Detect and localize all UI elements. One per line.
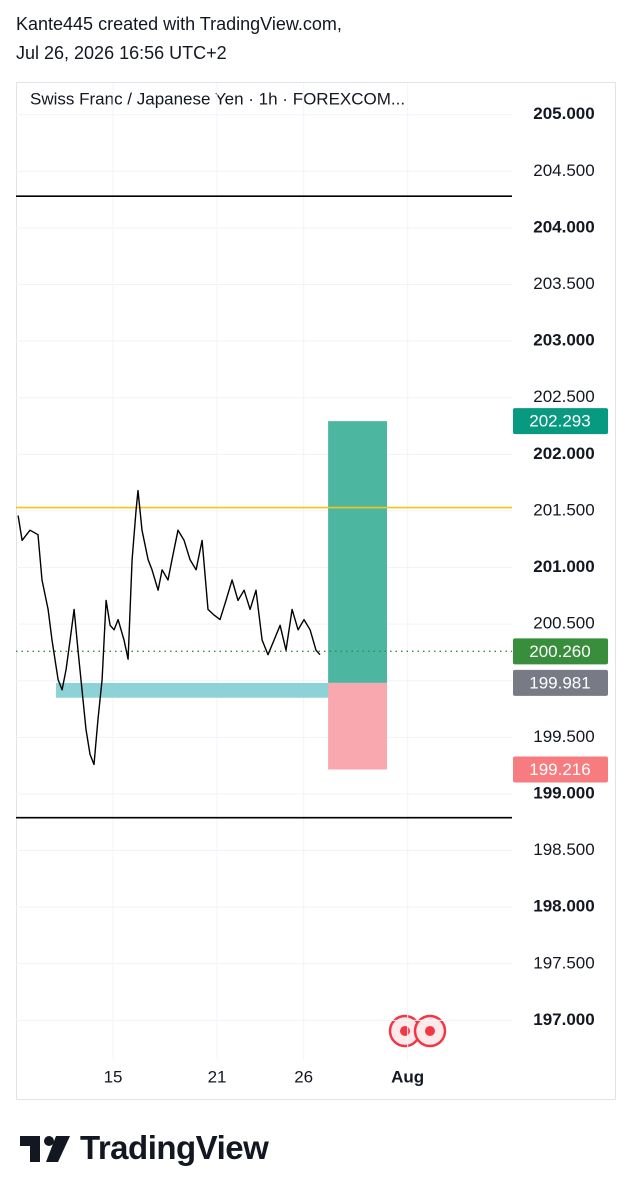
alert-icons [388, 1014, 447, 1048]
x-tick-label: Aug [391, 1067, 424, 1086]
y-tick-label: 200.500 [533, 614, 594, 633]
price-badge-label: 199.981 [529, 673, 590, 692]
price-badge [513, 638, 608, 665]
price-badge [513, 408, 608, 435]
y-tick-label: 204.500 [533, 161, 594, 180]
y-tick-label: 205.000 [533, 104, 594, 123]
chart: Swiss Franc / Japanese Yen · 1h · FOREXC… [16, 82, 616, 1100]
y-tick-label: 202.000 [533, 444, 594, 463]
brand-name: TradingView [80, 1129, 269, 1166]
header-line: Kante445 created with TradingView.com, [16, 14, 342, 34]
profit-zone [328, 421, 388, 683]
y-tick-label: 203.000 [533, 331, 594, 350]
x-tick-label: 26 [294, 1067, 313, 1086]
price-line [17, 489, 321, 766]
zone [56, 683, 355, 698]
x-tick-label: 15 [104, 1067, 123, 1086]
loss-zone [328, 682, 388, 770]
price-badge [513, 669, 608, 696]
chart-frame [16, 82, 616, 1100]
brand: TradingView [20, 1128, 269, 1168]
price-badge-label: 199.216 [529, 760, 590, 779]
y-tick-label: 202.500 [533, 387, 594, 406]
y-tick-label: 204.000 [533, 217, 594, 236]
y-tick-label: 199.500 [533, 727, 594, 746]
y-tick-label: 198.500 [533, 840, 594, 859]
brand-logo [20, 1136, 70, 1162]
grid [16, 83, 512, 1060]
x-tick-label: 21 [208, 1067, 227, 1086]
header-line: Jul 26, 2026 16:56 UTC+2 [16, 43, 227, 63]
y-tick-label: 201.500 [533, 500, 594, 519]
price-badge [513, 756, 608, 783]
y-tick-label: 197.000 [533, 1010, 594, 1029]
y-tick-label: 199.000 [533, 783, 594, 802]
y-tick-label: 203.500 [533, 274, 594, 293]
y-tick-label: 201.000 [533, 557, 594, 576]
price-badge-label: 202.293 [529, 412, 590, 431]
price-badge-label: 200.260 [529, 642, 590, 661]
chart-title: Swiss Franc / Japanese Yen · 1h · FOREXC… [30, 89, 405, 108]
y-tick-label: 197.500 [533, 953, 594, 972]
y-tick-label: 198.000 [533, 897, 594, 916]
